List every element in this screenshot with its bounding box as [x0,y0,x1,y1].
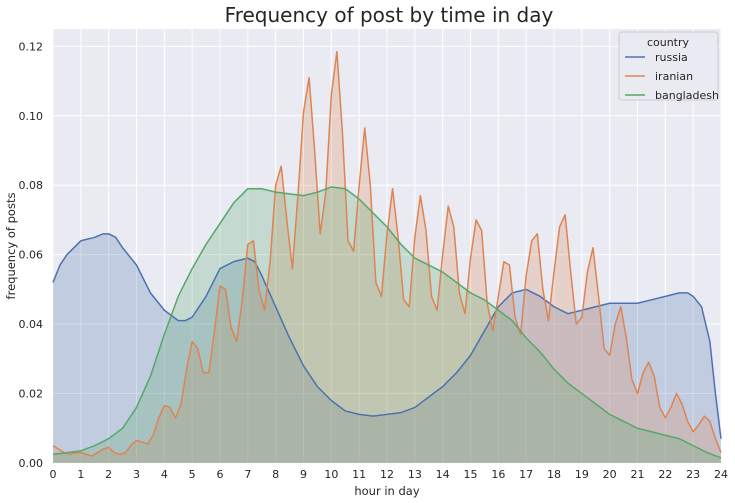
x-tick-label: 2 [105,468,112,481]
x-tick-label: 24 [714,468,728,481]
legend-items: russia iranian bangladesh [625,51,719,102]
x-tick-label: 12 [380,468,394,481]
x-tick-label: 5 [189,468,196,481]
bangladesh-area [53,186,721,464]
x-tick-label: 4 [161,468,168,481]
x-tick-label: 15 [464,468,478,481]
iranian-line [52,50,722,457]
x-tick-label: 23 [686,468,700,481]
y-tick-label: 0.10 [19,110,44,123]
legend-label-bangladesh: bangladesh [655,89,719,102]
chart-title: Frequency of post by time in day [225,3,554,27]
y-tick-label: 0.02 [19,388,44,401]
x-tick-label: 18 [547,468,561,481]
legend-title: country [647,36,690,49]
russia-line [52,233,722,439]
bangladesh-line [52,186,722,459]
legend: country russia iranian bangladesh [618,31,719,102]
x-tick-label: 6 [217,468,224,481]
y-tick-label: 0.06 [19,249,44,262]
x-tick-label: 1 [77,468,84,481]
x-tick-label: 19 [575,468,589,481]
x-tick-label: 22 [658,468,672,481]
x-tick-label: 8 [272,468,279,481]
legend-box [618,31,719,101]
x-tick-label: 20 [603,468,617,481]
x-tick-label: 14 [436,468,450,481]
iranian-area [53,51,721,463]
legend-label-iranian: iranian [655,70,693,83]
legend-label-russia: russia [655,51,688,64]
area-layer [53,51,721,464]
y-tick-label: 0.04 [19,318,44,331]
x-axis-label: hour in day [354,484,419,498]
x-tick-label: 17 [519,468,533,481]
y-tick-labels: 0.00 0.02 0.04 0.06 0.08 0.10 0.12 [19,40,44,470]
y-axis-label: frequency of posts [4,193,18,300]
x-tick-label: 13 [408,468,422,481]
x-tick-label: 10 [324,468,338,481]
x-tick-label: 3 [133,468,140,481]
grid [52,29,722,464]
x-tick-label: 0 [50,468,57,481]
y-tick-label: 0.12 [19,40,44,53]
x-tick-label: 9 [300,468,307,481]
y-tick-label: 0.08 [19,179,44,192]
x-tick-label: 16 [491,468,505,481]
x-tick-labels: 0 1 2 3 4 5 6 7 8 9 10 11 12 13 14 15 16 17 18 19 20 21 22 23 24 [50,468,729,481]
y-tick-label: 0.00 [19,457,44,470]
x-tick-label: 21 [631,468,645,481]
x-tick-label: 7 [244,468,251,481]
x-tick-label: 11 [352,468,366,481]
line-layer [52,50,722,459]
